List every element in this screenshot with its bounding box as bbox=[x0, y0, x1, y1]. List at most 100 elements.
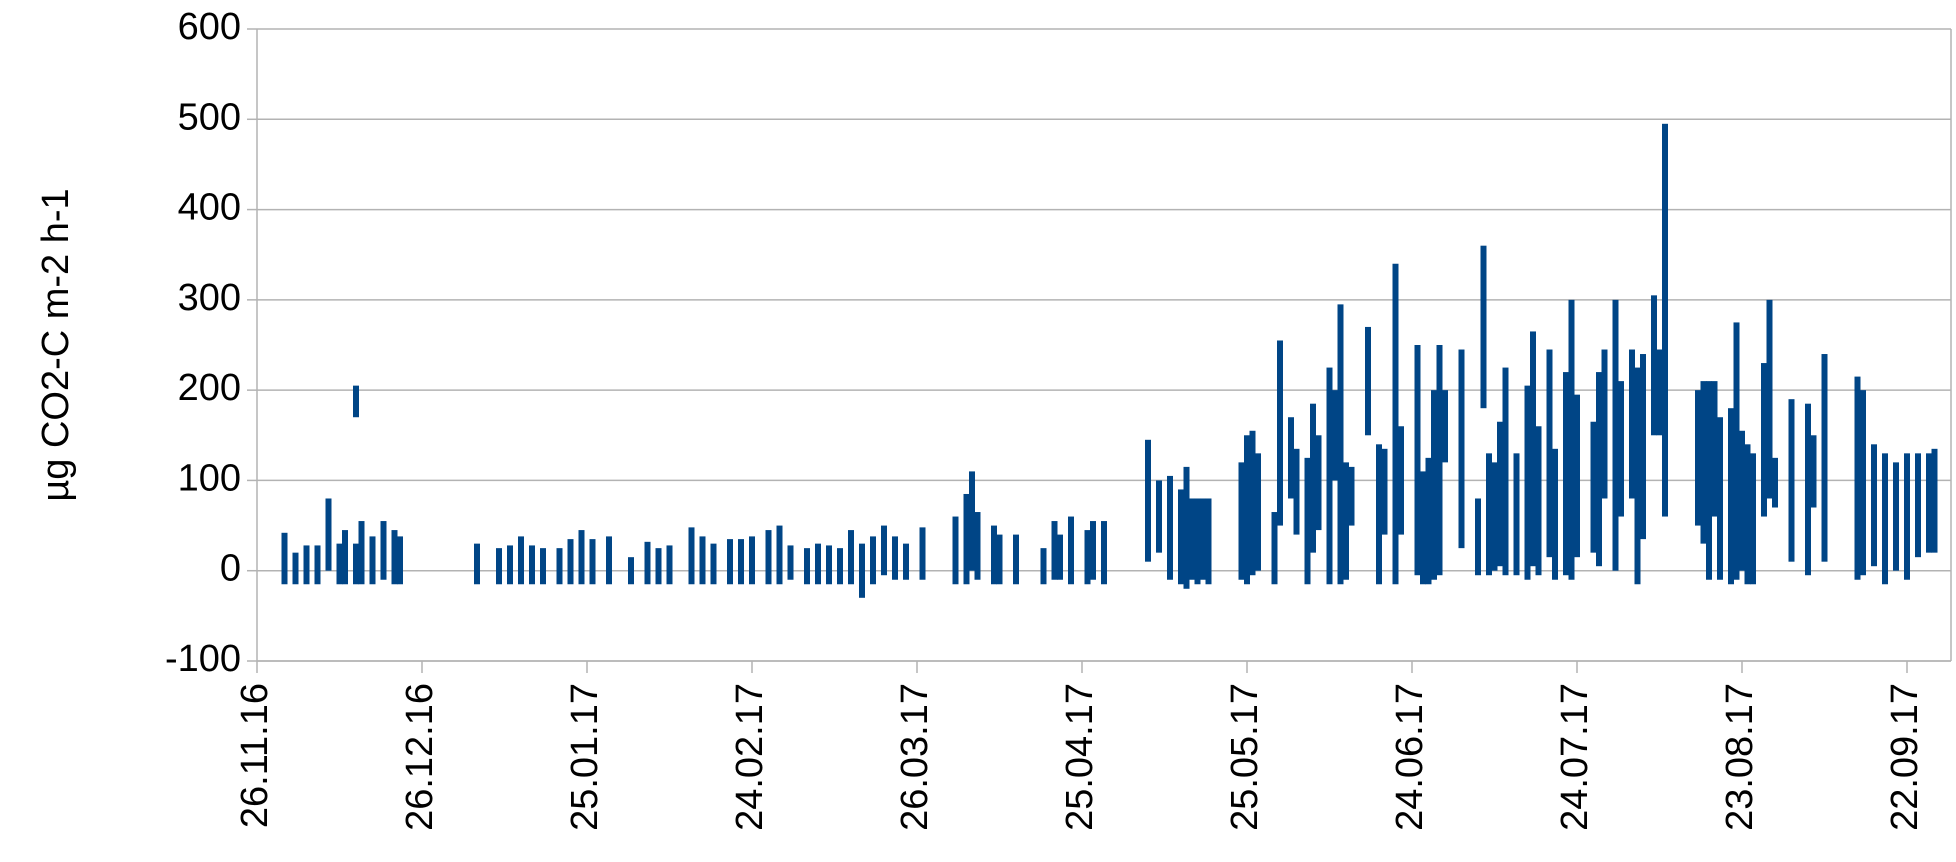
range-bar bbox=[1662, 123, 1668, 517]
range-bar bbox=[369, 536, 376, 585]
y-tick-label: 200 bbox=[178, 367, 241, 409]
range-bar bbox=[919, 527, 926, 580]
range-bar bbox=[1772, 457, 1778, 508]
range-bar bbox=[1574, 394, 1580, 558]
range-bar bbox=[1612, 299, 1619, 571]
range-bar bbox=[353, 543, 359, 585]
range-bar bbox=[969, 471, 975, 571]
range-bar bbox=[1365, 326, 1371, 436]
range-bar bbox=[567, 539, 574, 585]
range-bar bbox=[391, 530, 398, 585]
range-bar bbox=[1568, 299, 1575, 580]
range-bar bbox=[1200, 498, 1206, 580]
y-tick-label: 0 bbox=[220, 548, 241, 590]
range-bar bbox=[1926, 453, 1932, 553]
x-tick-label: 25.05.17 bbox=[1224, 683, 1266, 831]
range-bar bbox=[881, 525, 887, 576]
range-bar bbox=[644, 541, 651, 585]
range-bar bbox=[1178, 489, 1184, 585]
range-bar bbox=[1271, 512, 1278, 585]
y-axis-label: µg CO2-C m-2 h-1 bbox=[35, 188, 77, 501]
range-bar bbox=[353, 385, 359, 418]
range-bar bbox=[1051, 521, 1058, 580]
range-bar bbox=[1821, 354, 1828, 562]
range-bar bbox=[688, 527, 695, 585]
range-bar bbox=[1475, 498, 1481, 576]
range-bar bbox=[1695, 390, 1701, 526]
range-bar bbox=[1739, 430, 1745, 571]
range-bar bbox=[1530, 331, 1536, 567]
range-bar bbox=[1805, 403, 1811, 576]
range-bar bbox=[963, 493, 970, 585]
range-bar bbox=[1040, 548, 1047, 585]
range-bar bbox=[727, 539, 733, 585]
range-bar bbox=[1915, 453, 1921, 558]
range-bar bbox=[1057, 534, 1063, 580]
range-bar bbox=[848, 530, 854, 585]
range-bar bbox=[1706, 381, 1712, 580]
range-bar bbox=[380, 521, 387, 580]
y-tick-label: -100 bbox=[165, 638, 241, 680]
range-bar bbox=[281, 532, 288, 585]
range-bar bbox=[529, 545, 535, 585]
range-bar bbox=[1497, 421, 1503, 567]
range-bar bbox=[1596, 372, 1602, 567]
range-bar bbox=[892, 536, 898, 580]
range-bar bbox=[342, 530, 348, 585]
range-bar bbox=[1761, 363, 1767, 517]
range-bar bbox=[1145, 439, 1151, 562]
range-bar bbox=[1337, 304, 1344, 585]
range-bar bbox=[826, 545, 832, 585]
range-bar bbox=[556, 548, 563, 585]
range-bar bbox=[1414, 345, 1421, 576]
range-bar bbox=[314, 545, 321, 585]
x-tick-label: 24.06.17 bbox=[1389, 683, 1431, 831]
range-bar bbox=[749, 536, 755, 585]
range-bar bbox=[1255, 453, 1261, 571]
x-tick-label: 23.08.17 bbox=[1719, 683, 1761, 831]
range-bar bbox=[1618, 381, 1624, 517]
range-bar bbox=[589, 539, 596, 585]
range-bar bbox=[1486, 453, 1492, 576]
range-bar bbox=[397, 536, 403, 585]
range-bar bbox=[507, 545, 513, 585]
x-tick-label: 24.07.17 bbox=[1554, 683, 1596, 831]
range-bar bbox=[1733, 322, 1740, 580]
y-tick-label: 100 bbox=[178, 457, 241, 499]
range-bar bbox=[1249, 430, 1256, 576]
range-bar bbox=[1634, 367, 1641, 585]
range-bar bbox=[358, 521, 365, 585]
range-bar bbox=[1563, 372, 1569, 576]
range-bar bbox=[578, 530, 585, 585]
x-tick-label: 22.09.17 bbox=[1884, 683, 1926, 831]
range-bar bbox=[606, 536, 612, 585]
range-bar bbox=[787, 545, 794, 580]
range-bar bbox=[1442, 390, 1448, 463]
range-bar bbox=[1101, 521, 1107, 585]
range-bar bbox=[837, 548, 843, 585]
range-bar bbox=[1205, 498, 1212, 585]
range-bar bbox=[1332, 390, 1338, 481]
range-bar bbox=[1310, 403, 1316, 553]
range-bar bbox=[991, 525, 997, 585]
range-bar bbox=[1502, 367, 1509, 576]
range-bar bbox=[1084, 530, 1091, 585]
range-bar bbox=[1535, 426, 1542, 576]
range-bar bbox=[1750, 453, 1756, 585]
range-bar bbox=[1343, 462, 1349, 580]
x-tick-label: 25.04.17 bbox=[1059, 683, 1101, 831]
range-bar bbox=[1326, 367, 1333, 585]
range-bar bbox=[1640, 354, 1646, 540]
range-bar bbox=[1013, 534, 1019, 585]
range-bar bbox=[1728, 408, 1734, 585]
range-bar bbox=[1882, 453, 1888, 585]
range-bar bbox=[1156, 480, 1162, 553]
range-bar bbox=[1398, 426, 1404, 535]
y-tick-label: 400 bbox=[178, 187, 241, 229]
range-bar bbox=[1277, 340, 1283, 526]
range-bar bbox=[1546, 349, 1553, 558]
range-bar bbox=[1392, 263, 1399, 585]
range-bar bbox=[765, 530, 772, 585]
range-bar bbox=[1244, 435, 1250, 585]
range-bar bbox=[292, 552, 299, 585]
